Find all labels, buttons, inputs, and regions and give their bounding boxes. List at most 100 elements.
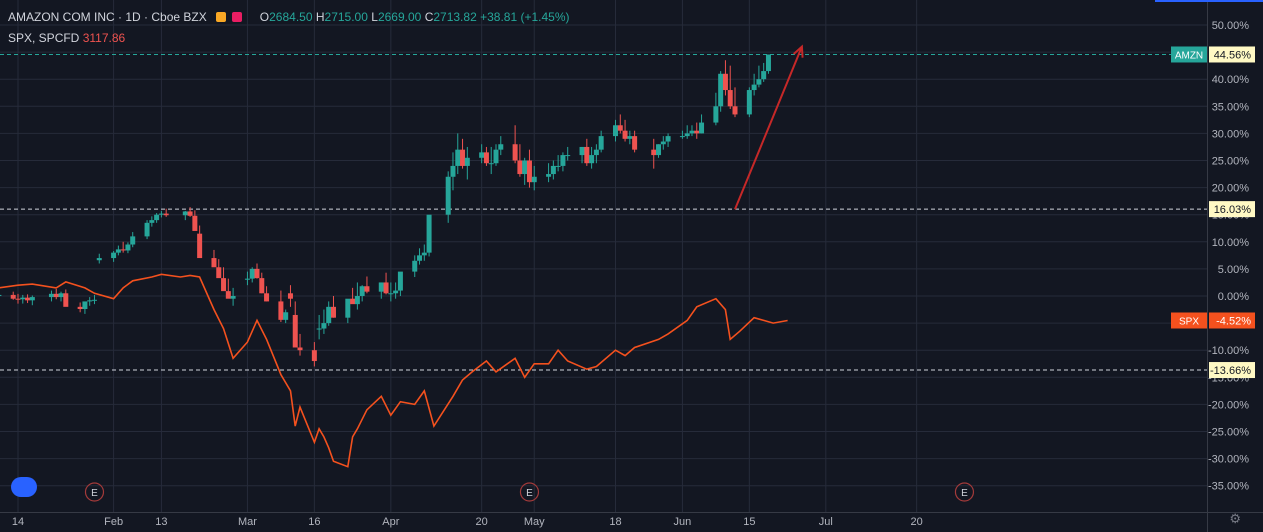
candle-body bbox=[125, 244, 131, 251]
earnings-circle[interactable] bbox=[519, 482, 540, 502]
arrow-head[interactable] bbox=[793, 44, 804, 58]
candle bbox=[765, 54, 771, 74]
candle bbox=[732, 87, 738, 118]
x-tick-label: Mar bbox=[238, 516, 257, 528]
interval[interactable]: 1D bbox=[125, 10, 141, 24]
y-tick-label: 10.00% bbox=[1212, 237, 1250, 249]
y-tick-label: 40.00% bbox=[1212, 74, 1250, 86]
candle bbox=[665, 133, 671, 147]
earnings-label: E bbox=[526, 488, 533, 499]
candle bbox=[326, 301, 332, 326]
candle bbox=[512, 125, 518, 164]
candle-body bbox=[330, 306, 336, 318]
candle-body bbox=[354, 296, 360, 305]
symbol-name[interactable]: AMAZON COM INC bbox=[8, 10, 115, 24]
y-tick-label: 20.00% bbox=[1212, 183, 1250, 195]
x-tick-label: 18 bbox=[609, 516, 621, 528]
candle bbox=[613, 119, 618, 142]
candle-body bbox=[297, 347, 303, 351]
earnings-label: E bbox=[91, 488, 98, 499]
candle bbox=[221, 267, 227, 292]
candle bbox=[230, 287, 236, 306]
earnings-marker[interactable]: E bbox=[954, 482, 975, 502]
candle-body bbox=[593, 149, 599, 156]
candle-body bbox=[751, 84, 757, 91]
y-tick-label: -25.00% bbox=[1208, 427, 1249, 439]
candle bbox=[244, 271, 250, 286]
series-value-text: -4.52% bbox=[1216, 315, 1251, 327]
earnings-marker[interactable]: E bbox=[519, 482, 540, 502]
candle bbox=[225, 278, 231, 299]
candle bbox=[565, 146, 571, 161]
hline-price-tag[interactable] bbox=[1209, 201, 1255, 218]
series-name-text: AMZN bbox=[1175, 50, 1203, 61]
candle bbox=[182, 210, 188, 221]
candle-body bbox=[584, 146, 590, 164]
hline-price-text: -13.66% bbox=[1210, 365, 1251, 377]
candle-body bbox=[622, 130, 628, 139]
legend-header: AMAZON COM INC · 1D · Cboe BZX O2684.50 … bbox=[8, 10, 570, 24]
candle-body bbox=[493, 149, 499, 164]
compare-symbol[interactable]: SPX, SPCFD bbox=[8, 31, 80, 45]
x-tick-label: 16 bbox=[308, 516, 320, 528]
x-tick-label: Jul bbox=[819, 516, 833, 528]
series-value-tag bbox=[1209, 312, 1255, 329]
horizontal-lines[interactable] bbox=[0, 53, 1207, 371]
y-tick-label: -30.00% bbox=[1208, 454, 1249, 466]
candle bbox=[254, 263, 260, 279]
candle bbox=[761, 62, 767, 82]
candle-body bbox=[464, 157, 470, 166]
candle-body bbox=[679, 136, 685, 138]
candle bbox=[421, 244, 427, 261]
y-axis[interactable]: 50.00%45.00%40.00%35.00%30.00%25.00%20.0… bbox=[1208, 20, 1255, 493]
cloud-logo-icon[interactable] bbox=[11, 477, 37, 497]
candle bbox=[130, 232, 136, 248]
candle-body bbox=[727, 90, 733, 107]
candle-body bbox=[163, 213, 169, 216]
x-tick-label: 20 bbox=[911, 516, 923, 528]
candle bbox=[120, 241, 126, 253]
candle bbox=[718, 71, 724, 112]
candle bbox=[445, 171, 451, 223]
last-value-labels: AMZN 44.56% SPX -4.52% bbox=[1171, 46, 1255, 329]
spx-series-line bbox=[0, 273, 788, 468]
wave-icon[interactable] bbox=[232, 12, 243, 22]
earnings-marker[interactable]: E bbox=[84, 482, 105, 502]
candle bbox=[632, 130, 638, 153]
candle-body bbox=[713, 106, 719, 123]
candle-body bbox=[756, 79, 762, 85]
candle-body bbox=[158, 213, 164, 215]
hline-price-tag[interactable] bbox=[1209, 362, 1255, 379]
series-value-tag bbox=[1209, 46, 1255, 63]
y-tick-label: -10.00% bbox=[1208, 345, 1249, 357]
x-tick-label: 15 bbox=[743, 516, 755, 528]
candle-body bbox=[225, 291, 231, 299]
high-label: H bbox=[315, 10, 325, 24]
candle-body bbox=[149, 220, 155, 223]
arrow-shaft[interactable] bbox=[734, 46, 803, 210]
sun-icon[interactable] bbox=[216, 12, 227, 22]
y-tick-label: 0.00% bbox=[1218, 291, 1249, 303]
trend-arrow[interactable] bbox=[734, 44, 804, 210]
earnings-circle[interactable] bbox=[84, 482, 105, 502]
candle bbox=[91, 294, 97, 305]
candle-body bbox=[359, 286, 365, 296]
earnings-circle[interactable] bbox=[954, 482, 975, 502]
open-value: 2684.50 bbox=[269, 10, 313, 24]
candle-body bbox=[77, 306, 83, 310]
candle bbox=[450, 152, 456, 191]
candle-body bbox=[660, 141, 666, 145]
x-axis[interactable]: 14 Feb 13 Mar 16 Apr 20 May 18 Jun 15 Jul 20 bbox=[12, 516, 923, 528]
candle bbox=[560, 152, 566, 172]
candle bbox=[278, 290, 284, 323]
y-tick-label: 30.00% bbox=[1212, 128, 1250, 140]
series-name-tag bbox=[1171, 46, 1207, 63]
candle-body bbox=[421, 252, 427, 256]
candle bbox=[751, 73, 757, 96]
candle bbox=[488, 146, 494, 175]
candle-body bbox=[221, 278, 227, 292]
candle bbox=[321, 309, 327, 334]
gear-icon[interactable]: ⚙ bbox=[1229, 511, 1241, 526]
